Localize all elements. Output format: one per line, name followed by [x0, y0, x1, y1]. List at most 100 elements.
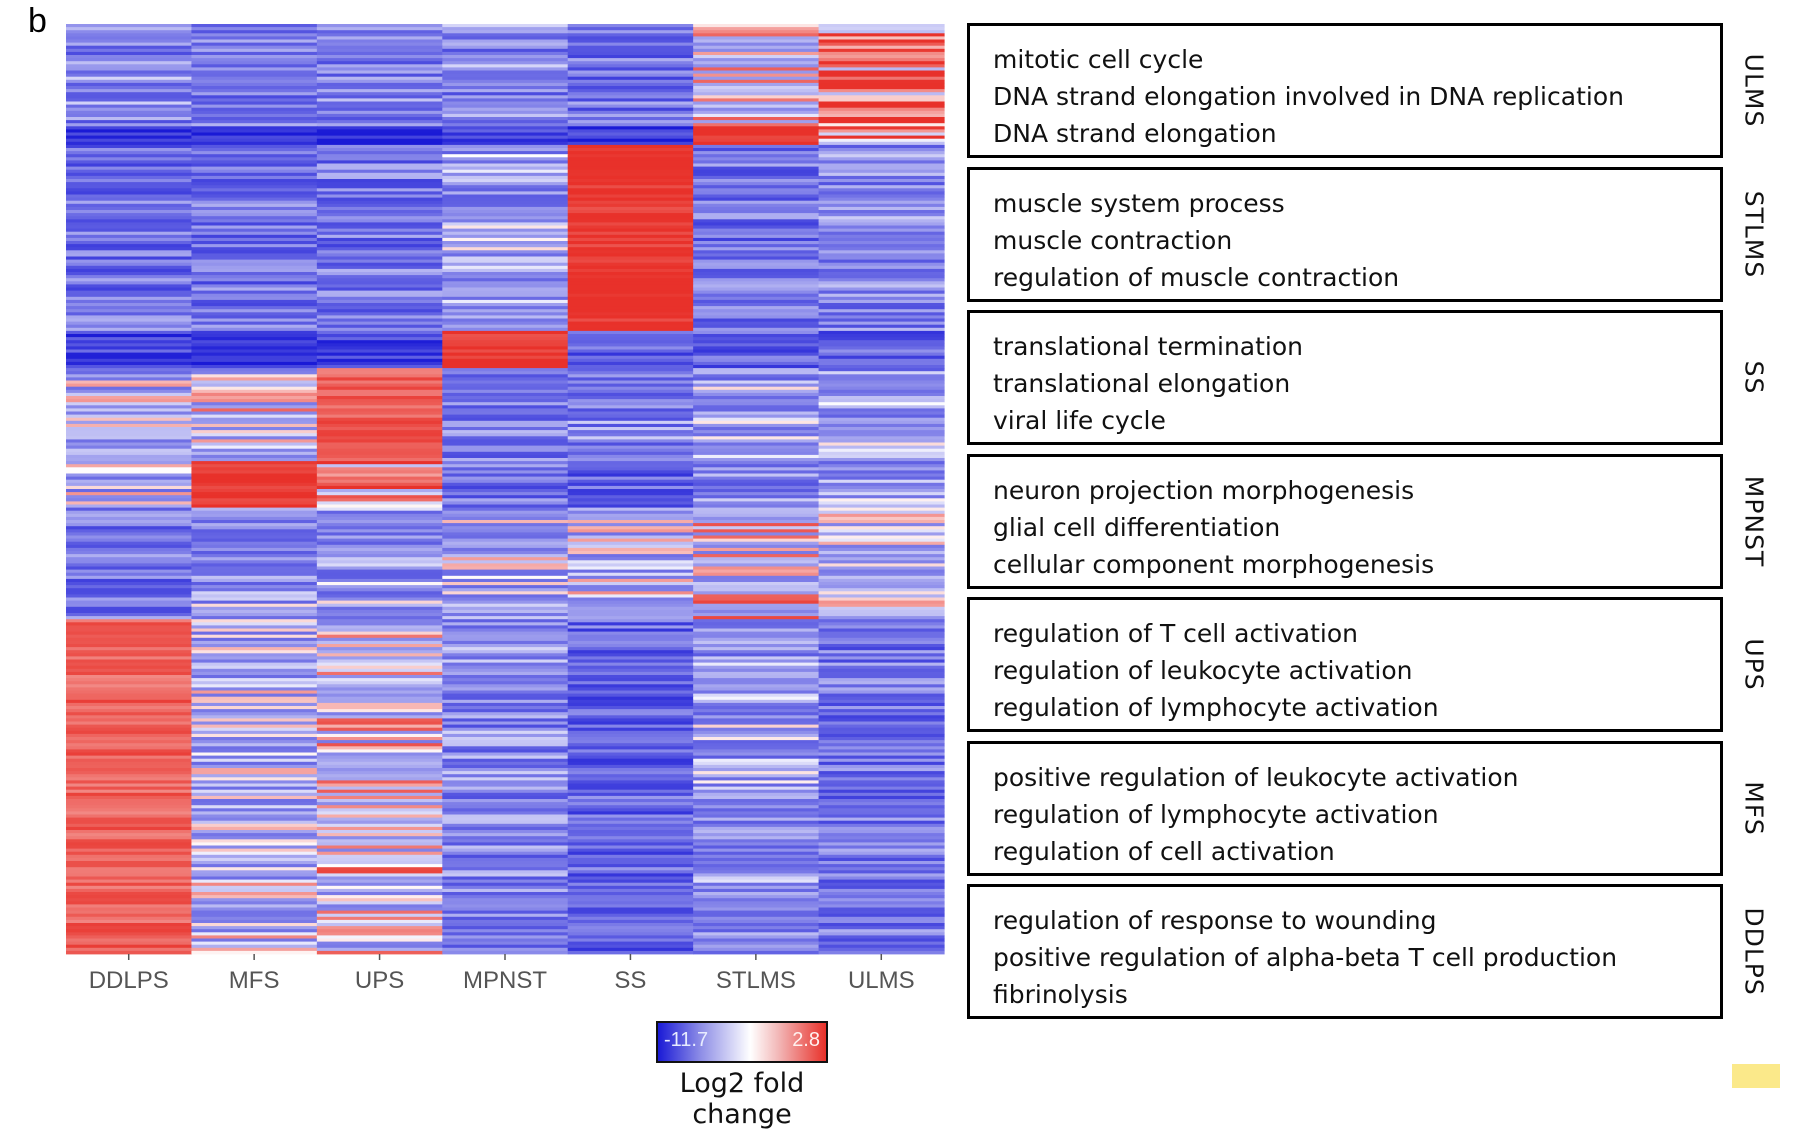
heatmap-cell [442, 386, 569, 391]
heatmap-cell [567, 628, 694, 632]
heatmap-cell [66, 129, 193, 133]
heatmap-cell [191, 535, 318, 539]
heatmap-cell [693, 284, 820, 288]
heatmap-cell [567, 585, 694, 589]
heatmap-cell [818, 795, 945, 800]
heatmap-cell [442, 259, 569, 264]
heatmap-cell [191, 476, 318, 481]
heatmap-cell [316, 64, 443, 68]
heatmap-cell [693, 210, 820, 214]
heatmap-cell [442, 191, 569, 195]
heatmap-cell [316, 95, 443, 99]
heatmap-cell [316, 656, 443, 660]
heatmap-cell [66, 842, 193, 846]
heatmap-cell [567, 901, 694, 905]
heatmap-cell [66, 309, 193, 313]
heatmap-cell [442, 213, 569, 217]
heatmap-cell [191, 408, 318, 412]
heatmap-cell [191, 104, 318, 109]
heatmap-cell [442, 287, 569, 291]
heatmap-cell [567, 327, 694, 332]
heatmap-cell [442, 913, 569, 918]
heatmap-cell [567, 70, 694, 74]
heatmap-cell [191, 935, 318, 939]
heatmap-cell [316, 603, 443, 608]
heatmap-cell [693, 693, 820, 698]
heatmap-cell [567, 265, 694, 270]
heatmap-cell [567, 929, 694, 933]
heatmap-cell [191, 389, 318, 394]
heatmap-cell [66, 303, 193, 307]
heatmap-cell [818, 650, 945, 654]
heatmap-cell [316, 795, 443, 800]
heatmap-cell [693, 613, 820, 617]
heatmap-cell [567, 231, 694, 236]
heatmap-cell [316, 61, 443, 65]
heatmap-cell [442, 777, 569, 781]
heatmap-cell [191, 634, 318, 639]
heatmap-cell [191, 898, 318, 902]
heatmap-cell [442, 358, 569, 363]
heatmap-cell [442, 389, 569, 394]
heatmap-cell [442, 175, 569, 180]
heatmap-cell [316, 811, 443, 815]
heatmap-cell [66, 479, 193, 484]
heatmap-cell [191, 578, 318, 583]
heatmap-cell [567, 281, 694, 285]
heatmap-cell [66, 386, 193, 391]
heatmap-cell [191, 712, 318, 716]
heatmap-cell [818, 237, 945, 242]
heatmap-cell [191, 107, 318, 112]
heatmap-cell [818, 696, 945, 701]
heatmap-cell [316, 544, 443, 549]
heatmap-cell [442, 113, 569, 118]
heatmap-cell [316, 76, 443, 81]
heatmap-cell [191, 185, 318, 189]
heatmap-cell [818, 163, 945, 167]
heatmap-cell [442, 501, 569, 505]
heatmap-cell [567, 532, 694, 536]
heatmap-cell [818, 290, 945, 295]
heatmap-cell [316, 461, 443, 465]
heatmap-cell [567, 746, 694, 750]
heatmap-cell [442, 665, 569, 670]
heatmap-cell [66, 92, 193, 96]
heatmap-cell [567, 76, 694, 81]
heatmap-cell [693, 709, 820, 713]
heatmap-cell [191, 265, 318, 270]
heatmap-cell [191, 786, 318, 791]
heatmap-cell [191, 755, 318, 760]
heatmap-cell [693, 64, 820, 68]
heatmap-cell [567, 27, 694, 31]
heatmap-cell [693, 830, 820, 834]
heatmap-cell [66, 730, 193, 735]
heatmap-cell [693, 27, 820, 31]
heatmap-cell [567, 45, 694, 50]
heatmap-cell [316, 771, 443, 775]
heatmap-cell [693, 746, 820, 750]
heatmap-cell [442, 727, 569, 732]
heatmap-cell [693, 805, 820, 809]
heatmap-cell [66, 588, 193, 592]
heatmap-cell [316, 929, 443, 933]
heatmap-cell [66, 231, 193, 236]
heatmap-cell [66, 120, 193, 124]
heatmap-cell [567, 944, 694, 949]
heatmap-cell [818, 535, 945, 539]
heatmap-cell [191, 423, 318, 428]
heatmap-cell [567, 82, 694, 87]
heatmap-cell [442, 901, 569, 905]
heatmap-cell [818, 926, 945, 930]
heatmap-cell [693, 417, 820, 422]
heatmap-cell [191, 582, 318, 586]
heatmap-cell [567, 427, 694, 431]
heatmap-cell [316, 321, 443, 326]
heatmap-cell [693, 55, 820, 59]
heatmap-cell [191, 374, 318, 378]
heatmap-cell [191, 188, 318, 192]
heatmap-cell [818, 231, 945, 236]
heatmap-cell [191, 510, 318, 515]
heatmap-cell [66, 706, 193, 710]
heatmap-cell [693, 200, 820, 205]
heatmap-cell [316, 650, 443, 654]
